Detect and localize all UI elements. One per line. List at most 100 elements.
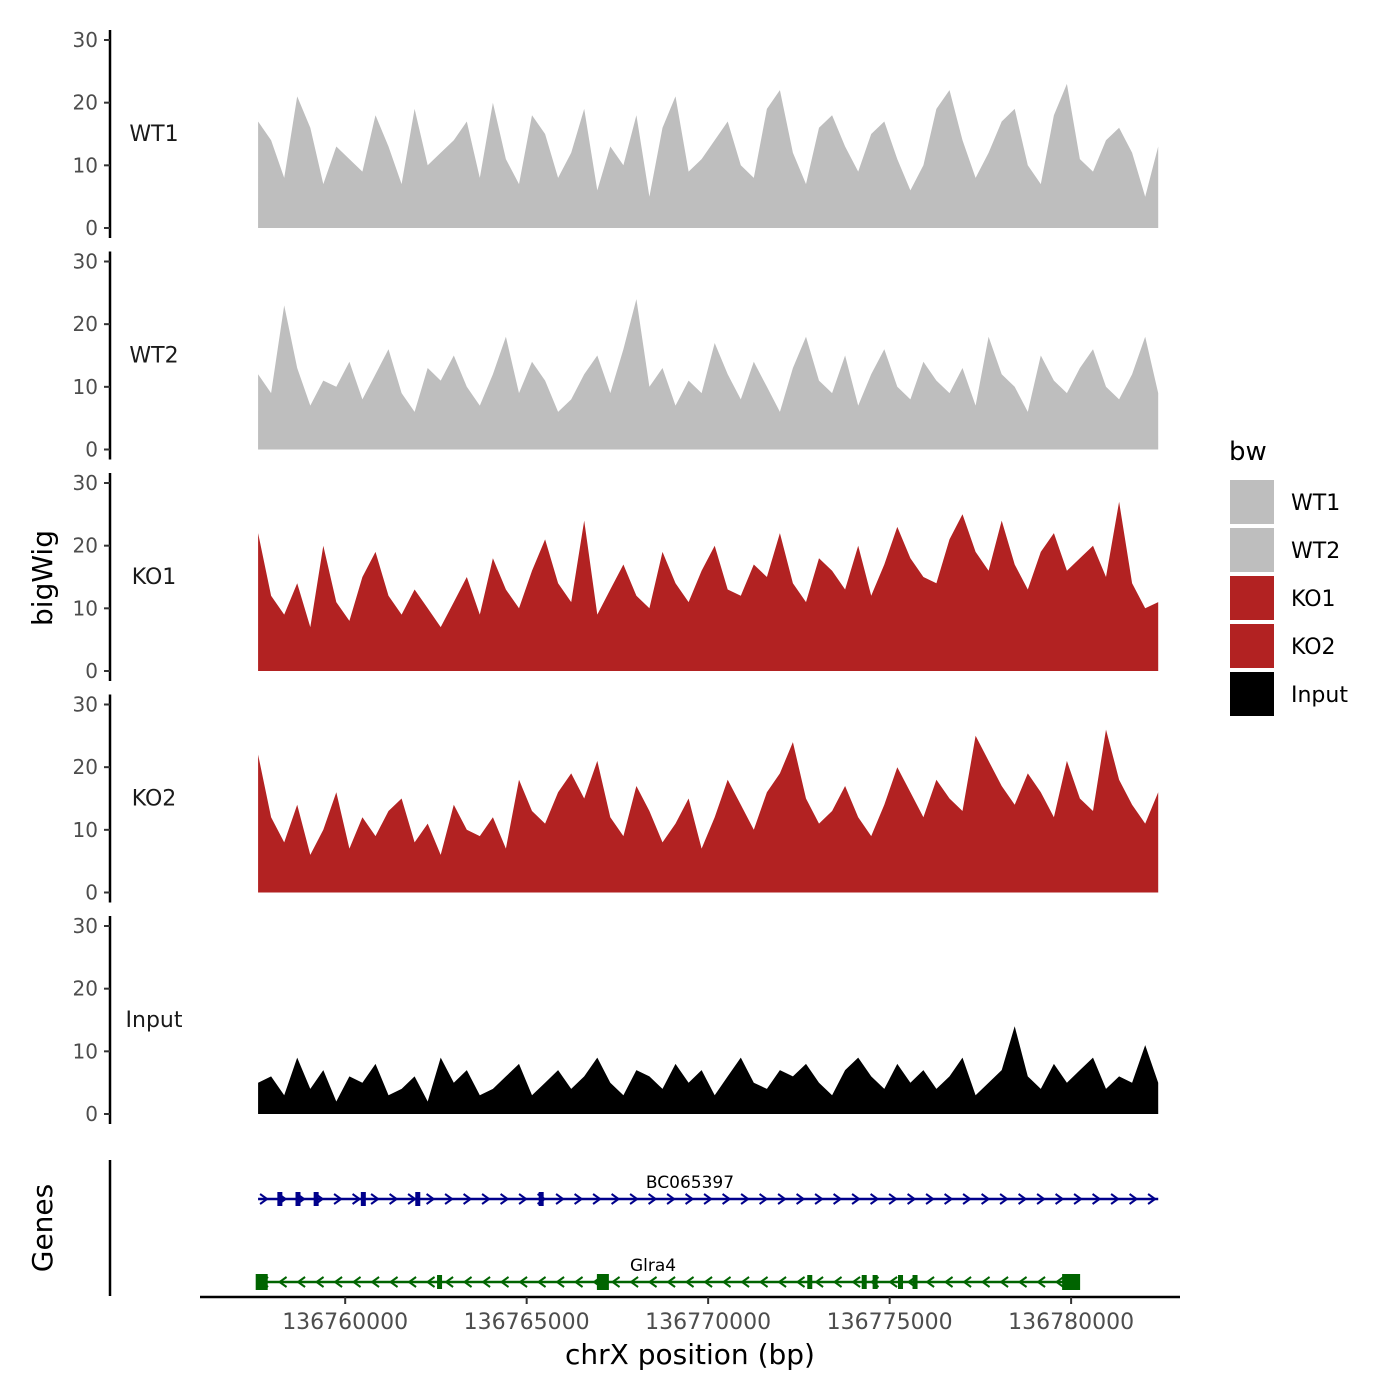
y-tick-label: 20 [73,977,98,1001]
exon [898,1275,904,1289]
y-tick-label: 10 [73,153,98,177]
strand-arrow [370,1193,380,1205]
legend-label-wt1: WT1 [1291,491,1340,516]
legend-label-ko1: KO1 [1291,587,1336,612]
x-tick-label: 136780000 [1008,1310,1134,1335]
strand-arrow [518,1193,528,1205]
strand-arrow [1017,1276,1028,1288]
x-axis: 136760000 136765000 136770000 136775000 1367… [200,1295,1180,1335]
y-tick-label: 0 [85,438,98,462]
exon [255,1274,268,1290]
y-tick-label: 10 [73,1039,98,1063]
strand-arrow [629,1276,639,1288]
legend-swatch-wt2 [1230,528,1274,572]
strand-arrow [610,1276,621,1288]
legend-title: bw [1229,437,1267,467]
strand-arrow [425,1276,436,1288]
strand-arrow [980,1276,991,1288]
strand-arrow [296,1276,306,1288]
track-label-wt2: WT2 [129,344,178,369]
strand-arrow [592,1193,602,1205]
y-tick-label: 0 [85,659,98,683]
strand-arrow [740,1193,750,1205]
strand-arrow [1017,1193,1028,1205]
strand-arrow [758,1193,769,1205]
strand-arrow [407,1276,417,1288]
strand-arrow [721,1193,732,1205]
strand-arrow [962,1193,972,1205]
strand-arrow [1054,1193,1065,1205]
y-tick-label: 0 [85,881,98,905]
y-tick-label: 10 [73,818,98,842]
y-tick-label: 30 [73,250,98,274]
y-tick-label: 30 [73,693,98,717]
strand-arrow [703,1276,713,1288]
strand-arrow [666,1276,676,1288]
y-tick-label: 0 [85,1102,98,1126]
exon [437,1275,443,1289]
gene-name-label: Glra4 [630,1256,676,1276]
y-tick-label: 30 [73,914,98,938]
strand-arrow [721,1276,732,1288]
y-tick-label: 30 [73,28,98,52]
exon [415,1192,421,1206]
signal-area-wt2 [258,299,1159,450]
y-tick-label: 10 [73,596,98,620]
strand-arrow [555,1276,565,1288]
strand-arrow [777,1276,787,1288]
legend-swatch-ko1 [1230,576,1274,620]
strand-arrow [832,1193,843,1205]
exon [277,1192,283,1206]
panel-input: 0 10 20 30 Input [73,914,1159,1126]
y-tick-label: 0 [85,216,98,240]
legend-label-input: Input [1291,683,1348,708]
legend-label-ko2: KO2 [1291,635,1336,660]
strand-arrow [1147,1193,1157,1205]
strand-arrow [573,1276,584,1288]
strand-arrow [407,1193,417,1205]
strand-arrow [388,1193,399,1205]
strand-arrow [1073,1193,1083,1205]
gene-bc065397: BC065397 [258,1173,1159,1206]
strand-arrow [888,1276,898,1288]
y-tick-label: 10 [73,375,98,399]
strand-arrow [906,1193,917,1205]
exon [872,1275,878,1289]
strand-arrow [536,1276,547,1288]
exon [538,1192,544,1206]
strand-arrow [425,1193,436,1205]
signal-area-ko2 [258,729,1159,893]
y-tick-label: 20 [73,755,98,779]
strand-arrow [277,1276,288,1288]
strand-arrow [499,1276,510,1288]
legend-swatch-ko2 [1230,624,1274,668]
strand-arrow [1036,1193,1046,1205]
strand-arrow [925,1193,935,1205]
exon [295,1192,301,1206]
strand-arrow [851,1193,861,1205]
strand-arrow [684,1193,695,1205]
strand-arrow [647,1276,658,1288]
strand-arrow [314,1276,325,1288]
strand-arrow [666,1193,676,1205]
signal-area-ko1 [258,501,1159,671]
signal-area-input [258,1026,1159,1114]
strand-arrow [462,1193,473,1205]
strand-arrow [481,1193,491,1205]
y-tick-label: 20 [73,534,98,558]
exon [596,1274,609,1290]
y-tick-label: 20 [73,91,98,115]
strand-arrow [832,1276,843,1288]
gene-name-label: BC065397 [646,1173,734,1193]
strand-arrow [740,1276,750,1288]
strand-arrow [610,1193,621,1205]
strand-arrow [444,1276,454,1288]
gene-glra4: Glra4 [255,1256,1081,1290]
strand-arrow [703,1193,713,1205]
strand-arrow [444,1193,454,1205]
strand-arrow [1054,1276,1065,1288]
exon [360,1192,366,1206]
exon [313,1192,319,1206]
panel-ko1: 0 10 20 30 KO1 [73,471,1159,683]
strand-arrow [795,1276,806,1288]
